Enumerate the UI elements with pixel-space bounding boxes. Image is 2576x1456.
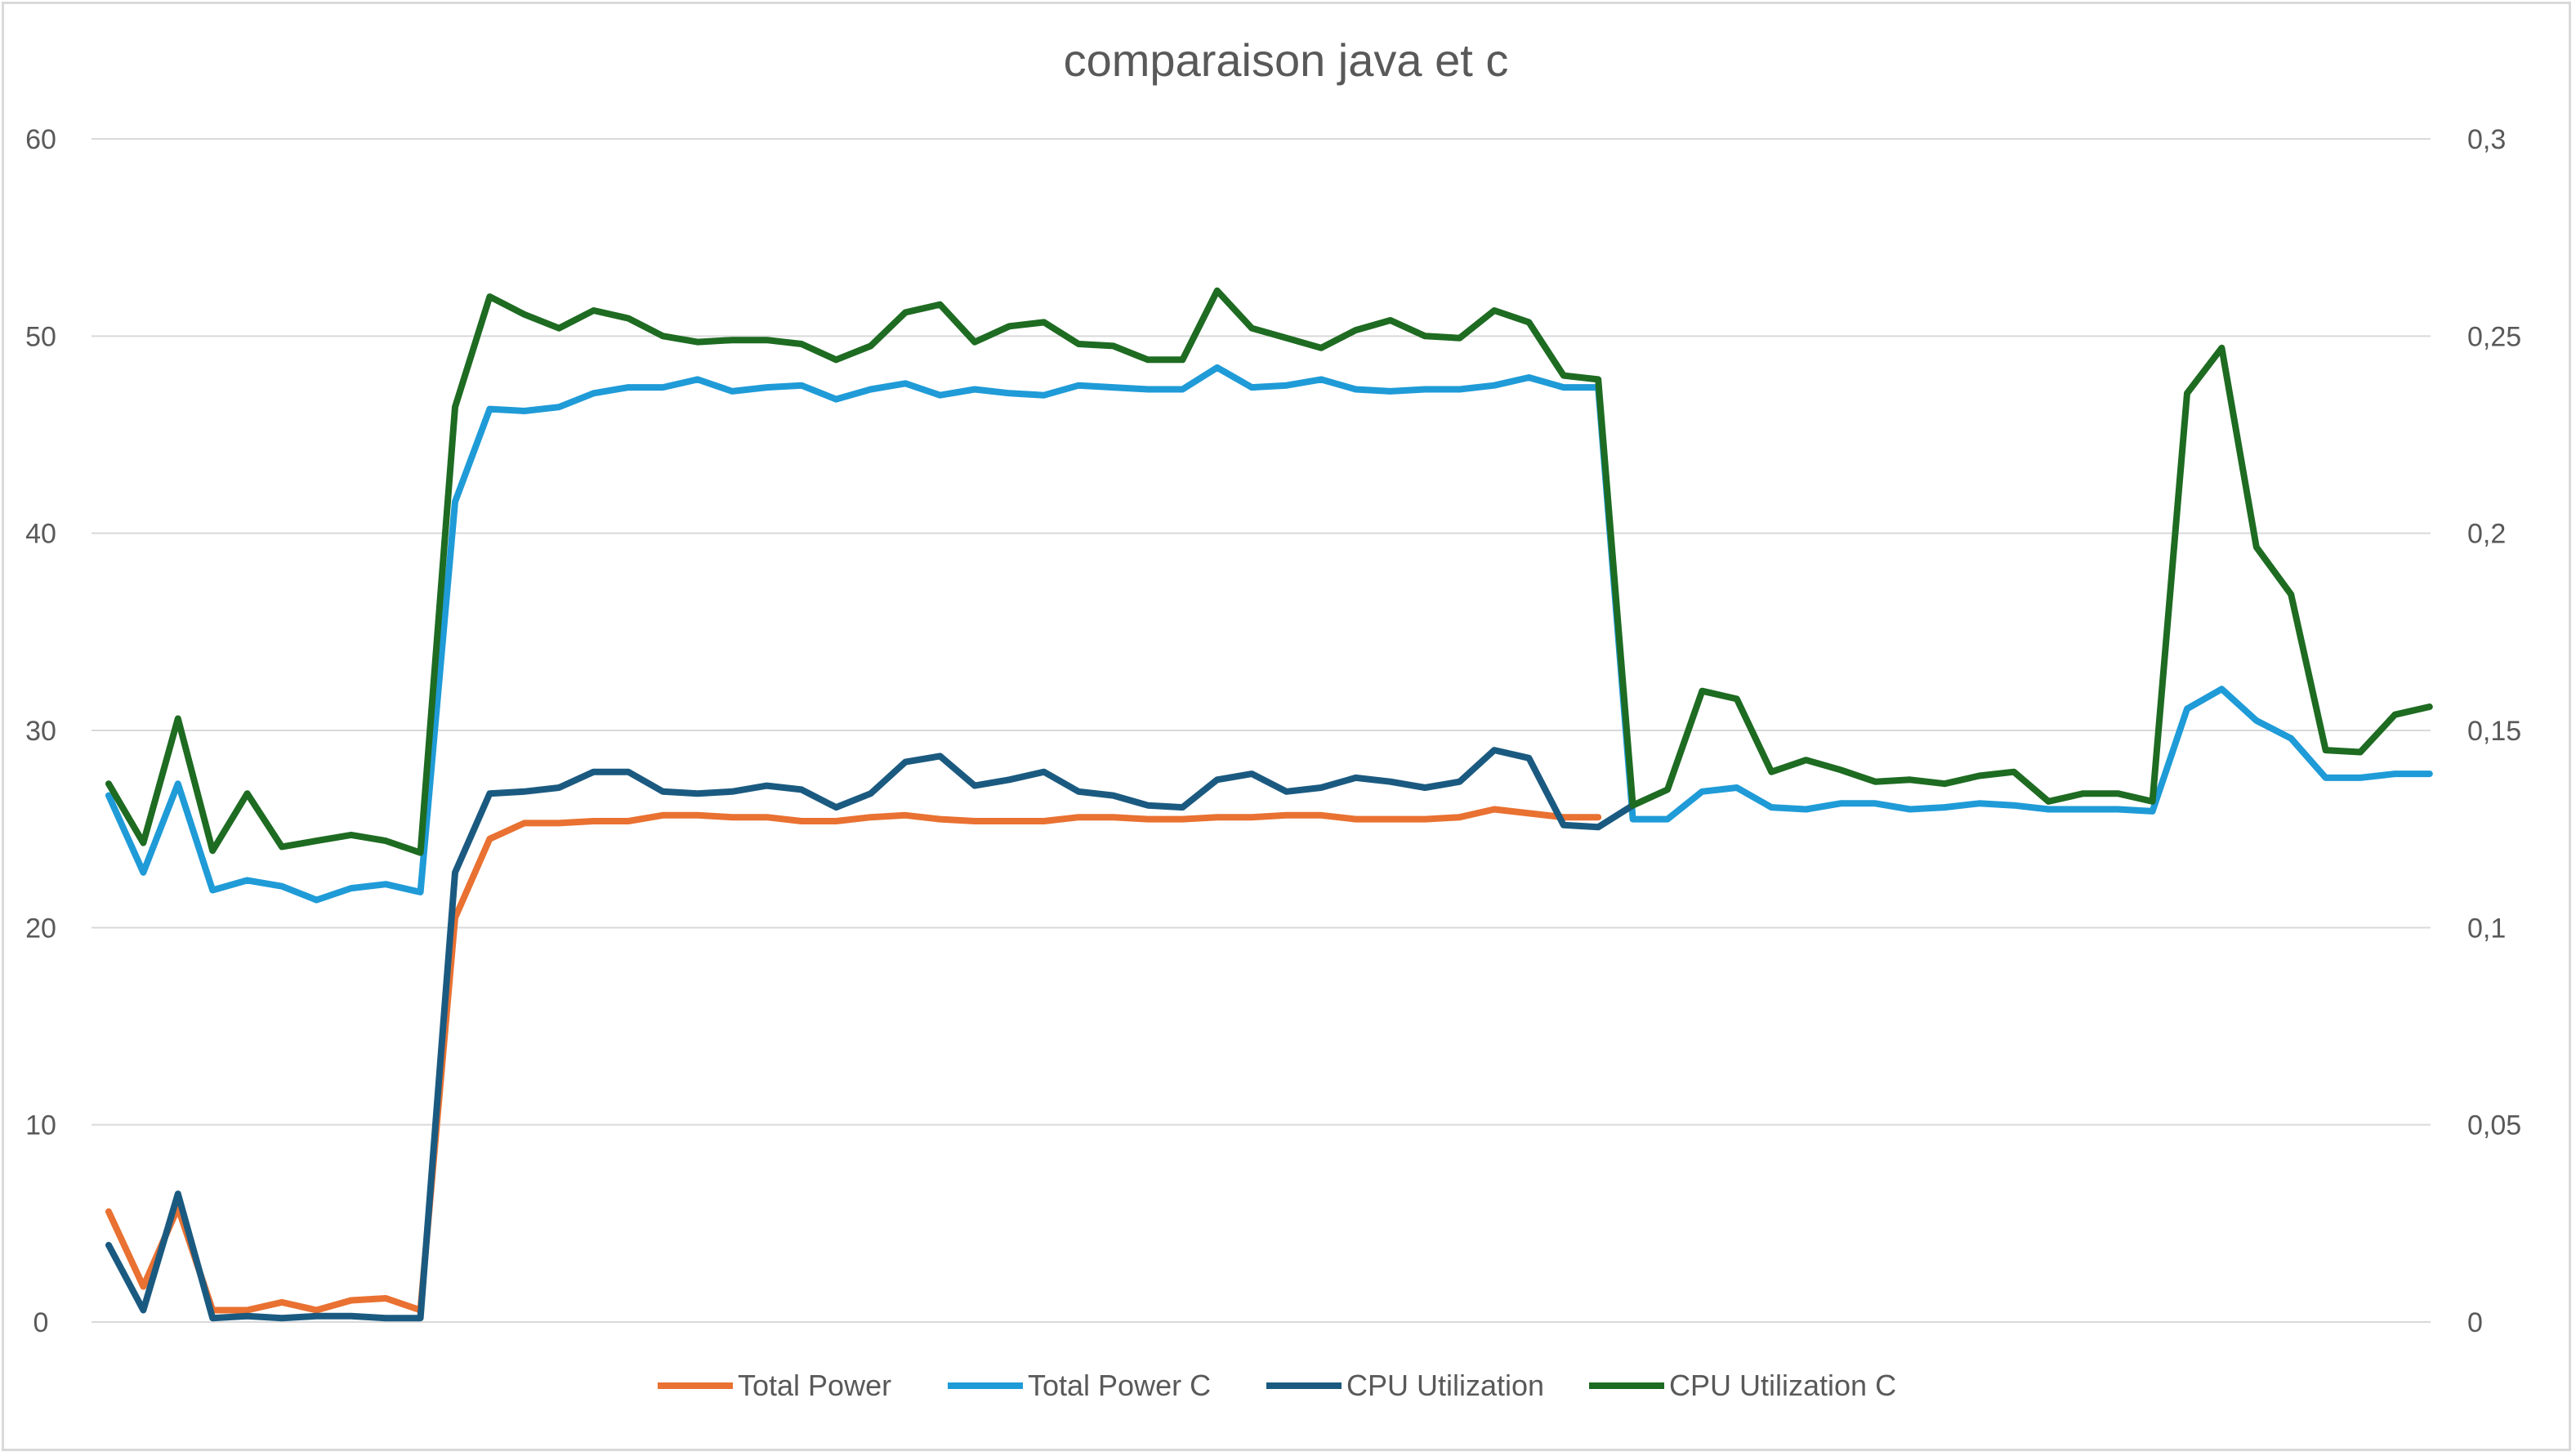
series-line-total-power (105, 806, 1602, 1314)
legend-label-cpu-utilization: CPU Utilization (1346, 1369, 1544, 1402)
chart-title: comparaison java et c (1064, 34, 1509, 86)
left-tick-label: 20 (25, 913, 56, 944)
left-tick-label: 10 (25, 1110, 56, 1141)
gridlines (92, 138, 2431, 1323)
right-tick-label: 0,2 (2467, 519, 2506, 550)
right-tick-label: 0,15 (2467, 716, 2521, 747)
legend-label-total-power-c: Total Power C (1028, 1369, 1211, 1402)
left-tick-label: 30 (25, 716, 56, 747)
right-tick-label: 0,3 (2467, 124, 2506, 155)
series-line-cpu-utilization (105, 747, 1636, 1322)
right-tick-label: 0,25 (2467, 321, 2521, 352)
left-tick-label: 50 (25, 321, 56, 352)
right-tick-label: 0,1 (2467, 913, 2506, 944)
series-line-cpu-utilization-c (105, 287, 2433, 856)
right-axis-ticks: 0 0,05 0,1 0,15 0,2 0,25 0,3 (2467, 124, 2521, 1338)
left-tick-label: 40 (25, 519, 56, 550)
right-tick-label: 0 (2467, 1307, 2483, 1338)
right-tick-label: 0,05 (2467, 1110, 2521, 1141)
legend-label-total-power: Total Power (738, 1369, 891, 1402)
left-axis-ticks: 0 10 20 30 40 50 60 (25, 124, 56, 1338)
legend-label-cpu-utilization-c: CPU Utilization C (1669, 1369, 1896, 1402)
legend: Total Power Total Power C CPU Utilization C… (658, 1369, 1896, 1402)
series-layer (105, 287, 2433, 1322)
left-tick-label: 0 (33, 1307, 49, 1338)
series-line-total-power-c (105, 364, 2433, 904)
left-tick-label: 60 (25, 124, 56, 155)
